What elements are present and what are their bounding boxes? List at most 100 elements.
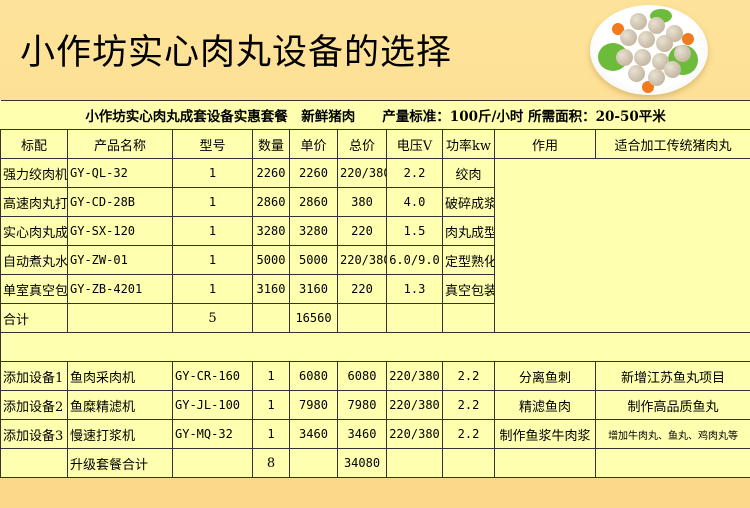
empty-cell xyxy=(594,448,750,478)
cell-model: GY-QL-32 xyxy=(67,158,173,188)
cell-qty: 1 xyxy=(172,216,253,246)
header-total: 总价 xyxy=(337,129,387,159)
cell-total: 3460 xyxy=(337,419,387,449)
standard-total-qty: 5 xyxy=(172,303,253,333)
empty-cell xyxy=(337,303,387,333)
cell-qty: 1 xyxy=(172,245,253,275)
cell-function: 破碎成浆 xyxy=(442,187,495,217)
table-row: 自动煮丸水槽GY-ZW-01150005000220/3806.0/9.0定型熟… xyxy=(0,245,750,275)
cell-qty: 1 xyxy=(252,390,290,420)
cell-model: GY-SX-120 xyxy=(67,216,173,246)
cell-unit-price: 2260 xyxy=(252,158,290,188)
spacer-row xyxy=(0,332,750,362)
cell-power: 6.0/9.0 xyxy=(386,245,443,275)
cell-qty: 1 xyxy=(172,187,253,217)
cell-name: 鱼肉采肉机 xyxy=(67,361,173,391)
cell-total: 7980 xyxy=(337,390,387,420)
cell-name: 自动煮丸水槽 xyxy=(0,245,68,275)
upgrade-total-qty: 8 xyxy=(252,448,290,478)
table-row: 添加设备3 慢速打浆机 GY-MQ-32 1 3460 3460 220/380 2.2 制作鱼… xyxy=(0,419,750,449)
cell-voltage: 220/380 xyxy=(386,419,443,449)
empty-cell xyxy=(494,448,596,478)
upgrade-total-price: 34080 xyxy=(337,448,387,478)
standard-label: 标配 xyxy=(0,129,68,159)
header-power: 功率kw xyxy=(442,129,495,159)
cell-note: 制作高品质鱼丸 xyxy=(594,390,750,420)
cell-total: 3160 xyxy=(289,274,338,304)
header-unit-price: 单价 xyxy=(289,129,338,159)
cell-power: 2.2 xyxy=(386,158,443,188)
cell-power: 2.2 xyxy=(442,419,495,449)
cell-name: 慢速打浆机 xyxy=(67,419,173,449)
cell-function: 精滤鱼肉 xyxy=(494,390,596,420)
meatball-plate-image xyxy=(590,5,708,95)
cell-voltage: 220/380 xyxy=(386,361,443,391)
cell-model: GY-ZW-01 xyxy=(67,245,173,275)
empty-cell xyxy=(386,303,443,333)
cell-name: 单室真空包装机 xyxy=(0,274,68,304)
cell-name: 强力绞肉机 xyxy=(0,158,68,188)
cell-model: GY-MQ-32 xyxy=(172,419,253,449)
cell-model: GY-CR-160 xyxy=(172,361,253,391)
cell-model: GY-CD-28B xyxy=(67,187,173,217)
cell-label: 添加设备2 xyxy=(0,390,68,420)
table-row: 强力绞肉机 GY-QL-32 1 2260 2260 220/380 2.2 绞肉 xyxy=(0,158,750,188)
empty-cell xyxy=(252,303,290,333)
cell-function: 肉丸成型 xyxy=(442,216,495,246)
cell-name: 鱼糜精滤机 xyxy=(67,390,173,420)
cell-total: 2860 xyxy=(289,187,338,217)
cell-voltage: 220 xyxy=(337,216,387,246)
header-qty: 数量 xyxy=(252,129,290,159)
cell-voltage: 220 xyxy=(337,274,387,304)
cell-qty: 1 xyxy=(252,361,290,391)
cell-total: 6080 xyxy=(337,361,387,391)
standard-total-price: 16560 xyxy=(289,303,338,333)
cell-function: 真空包装 xyxy=(442,274,495,304)
cell-note: 增加牛肉丸、鱼丸、鸡肉丸等 xyxy=(594,419,750,449)
page-title: 小作坊实心肉丸设备的选择 xyxy=(20,33,453,73)
cell-qty: 1 xyxy=(252,419,290,449)
cell-total: 3280 xyxy=(289,216,338,246)
empty-cell xyxy=(172,448,253,478)
empty-cell xyxy=(386,448,443,478)
cell-function: 制作鱼浆牛肉浆 xyxy=(494,419,596,449)
cell-qty: 1 xyxy=(172,274,253,304)
cell-function: 分离鱼刺 xyxy=(494,361,596,391)
cell-unit-price: 5000 xyxy=(252,245,290,275)
cell-label: 添加设备1 xyxy=(0,361,68,391)
cell-name: 高速肉丸打浆机 xyxy=(0,187,68,217)
cell-unit-price: 6080 xyxy=(289,361,338,391)
cell-power: 4.0 xyxy=(386,187,443,217)
cell-voltage: 220/380 xyxy=(337,158,387,188)
cell-label: 添加设备3 xyxy=(0,419,68,449)
cell-power: 2.2 xyxy=(442,361,495,391)
table-row: 添加设备2 鱼糜精滤机 GY-JL-100 1 7980 7980 220/380 2.2 精滤… xyxy=(0,390,750,420)
header-model: 型号 xyxy=(172,129,253,159)
cell-voltage: 220/380 xyxy=(386,390,443,420)
upgrade-total-label: 升级套餐合计 xyxy=(67,448,173,478)
table-caption: 小作坊实心肉丸成套设备实惠套餐 新鲜猪肉 产量标准：100斤/小时 所需面积：2… xyxy=(0,100,750,130)
empty-cell xyxy=(67,303,173,333)
header-function: 作用 xyxy=(494,129,596,159)
cell-function: 绞肉 xyxy=(442,158,495,188)
cell-unit-price: 7980 xyxy=(289,390,338,420)
cell-power: 1.5 xyxy=(386,216,443,246)
cell-unit-price: 3460 xyxy=(289,419,338,449)
cell-note: 新增江苏鱼丸项目 xyxy=(594,361,750,391)
cell-unit-price: 3160 xyxy=(252,274,290,304)
cell-model: GY-ZB-4201 xyxy=(67,274,173,304)
cell-power: 2.2 xyxy=(442,390,495,420)
cell-unit-price: 3280 xyxy=(252,216,290,246)
header-voltage: 电压V xyxy=(386,129,443,159)
cell-total: 5000 xyxy=(289,245,338,275)
cell-voltage: 220/380 xyxy=(337,245,387,275)
cell-total: 2260 xyxy=(289,158,338,188)
empty-cell xyxy=(0,448,68,478)
cell-qty: 1 xyxy=(172,158,253,188)
cell-unit-price: 2860 xyxy=(252,187,290,217)
cell-function: 定型熟化肉丸 xyxy=(442,245,495,275)
empty-cell xyxy=(442,448,495,478)
